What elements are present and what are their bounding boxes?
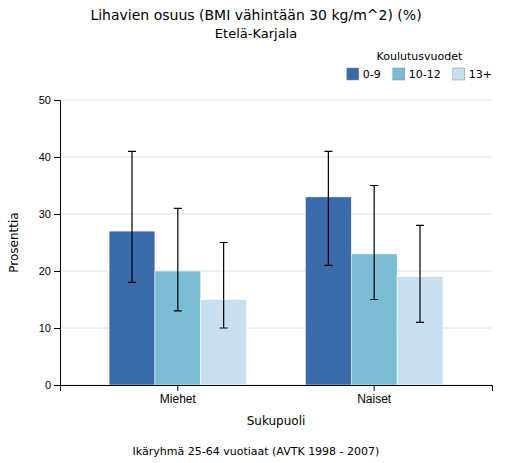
tick-label: Naiset <box>357 392 392 406</box>
tick: 0 <box>45 379 60 391</box>
legend-label: 13+ <box>469 68 492 81</box>
tick-label: 30 <box>39 208 51 220</box>
subtitle: Etelä-Karjala <box>215 26 297 41</box>
bar <box>351 254 397 385</box>
bar <box>155 271 201 385</box>
tick-mark <box>54 385 60 386</box>
series <box>109 151 351 385</box>
error-bar <box>416 277 424 323</box>
legend-label: 0-9 <box>363 68 381 81</box>
tick-mark <box>54 214 60 215</box>
y-axis: 0 10 20 30 40 50 <box>39 94 61 391</box>
chart: Lihavien osuus (BMI vähintään 30 kg/m^2)… <box>0 0 512 463</box>
error-bar <box>174 208 182 271</box>
tick-mark <box>54 328 60 329</box>
tick-label: 10 <box>39 322 51 334</box>
tick: 10 <box>39 322 60 334</box>
error-bar <box>174 271 182 311</box>
legend-label: 10-12 <box>409 68 441 81</box>
series <box>201 225 443 385</box>
series <box>155 186 397 386</box>
grid-line <box>60 157 492 158</box>
tick: 20 <box>39 265 60 277</box>
tick-label: 50 <box>39 94 51 106</box>
tick: 40 <box>39 151 60 163</box>
tick-mark <box>54 157 60 158</box>
bar <box>305 197 351 385</box>
tick-mark <box>177 385 178 391</box>
bar <box>109 231 155 385</box>
title: Lihavien osuus (BMI vähintään 30 kg/m^2)… <box>90 7 421 23</box>
axis-line <box>61 386 493 392</box>
footnote: Ikäryhmä 25-64 vuotiaat (AVTK 1998 - 200… <box>133 445 380 458</box>
legend-swatch <box>453 68 465 80</box>
x-axis: Miehet Naiset <box>61 385 493 406</box>
bar <box>397 277 443 385</box>
grid-line <box>60 214 492 215</box>
error-bar <box>324 197 332 265</box>
legend-title: Koulutusvuodet <box>377 50 463 63</box>
tick-mark <box>54 100 60 101</box>
tick-label: 20 <box>39 265 51 277</box>
tick-mark <box>374 385 375 391</box>
y-axis-title: Prosenttia <box>7 212 21 272</box>
error-bar <box>220 300 228 329</box>
error-bar <box>370 254 378 300</box>
legend-swatch <box>393 68 405 80</box>
tick: Miehet <box>160 385 197 406</box>
grid <box>60 100 492 385</box>
legend-item: 13+ <box>453 68 492 81</box>
error-bar <box>128 151 136 231</box>
error-bar <box>128 231 136 282</box>
error-bar <box>324 151 332 197</box>
legend-swatch <box>347 68 359 80</box>
tick: 50 <box>39 94 60 106</box>
x-axis-title: Sukupuoli <box>247 414 306 428</box>
legend-item: 0-9 <box>347 68 381 81</box>
legend: 0-9 10-12 13+ Koulutusvuodet <box>347 50 492 81</box>
error-bar <box>370 186 378 254</box>
grid-line <box>60 100 492 101</box>
bar <box>201 300 247 386</box>
tick: Naiset <box>357 385 392 406</box>
error-bar <box>220 243 228 300</box>
plot: 0 10 20 30 40 50 Miehet Naiset <box>39 94 493 406</box>
tick-mark <box>54 271 60 272</box>
marks <box>109 151 443 385</box>
axis-line <box>54 101 61 386</box>
tick-label: 40 <box>39 151 51 163</box>
tick: 30 <box>39 208 60 220</box>
legend-item: 10-12 <box>393 68 441 81</box>
tick-label: 0 <box>45 379 51 391</box>
error-bar <box>416 225 424 276</box>
tick-label: Miehet <box>160 392 197 406</box>
